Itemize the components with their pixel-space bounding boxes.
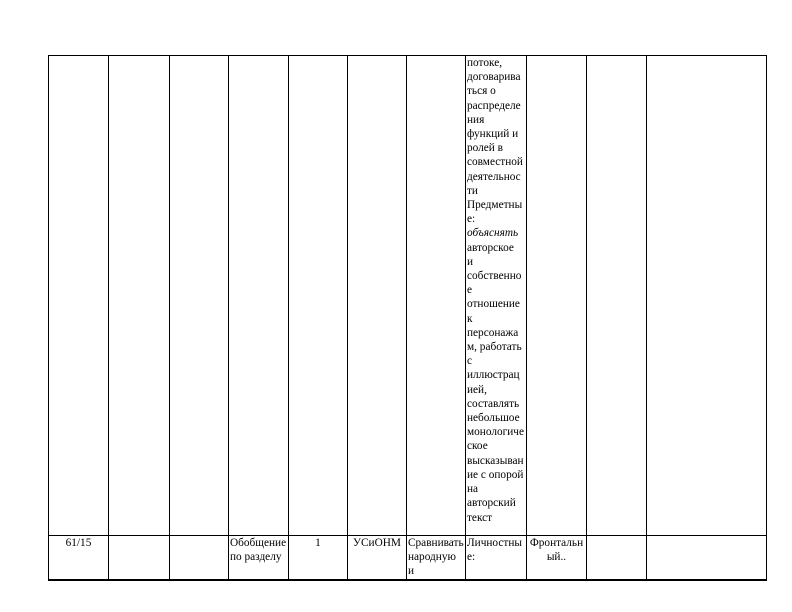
results-text-line: деятельнос	[467, 170, 521, 183]
results-text-line: ское	[467, 440, 488, 453]
results-text-line: небольшое	[467, 412, 520, 425]
results-text-line: на	[467, 483, 479, 496]
results-text-line: совместной	[467, 156, 523, 169]
results-text-line: отношение	[467, 298, 520, 311]
results-text-line: иллюстрац	[467, 369, 520, 382]
table-row: 61/15 Обобщение по разделу 1 УСиОНМ Срав…	[48, 534, 767, 581]
cell-form: Фронтальн ый..	[526, 534, 587, 581]
results-text-line: м, работать	[467, 341, 522, 354]
results-text-line: потоке,	[467, 57, 503, 69]
results-text-line: ться о	[467, 85, 496, 98]
results-text-line: текст	[467, 511, 493, 524]
cell-extra	[586, 534, 647, 581]
results-text-line: договарива	[467, 71, 521, 84]
cell-topic: Обобщение по разделу	[228, 534, 289, 581]
results-text-line: распределе	[467, 99, 521, 112]
cell-type	[347, 55, 407, 536]
cell-number	[48, 55, 109, 536]
cell-date-plan	[108, 534, 170, 581]
results-text-line: авторский	[467, 497, 516, 510]
results-text-line: и	[467, 255, 474, 268]
cell-activity: Сравнивать народную и	[406, 534, 466, 581]
cell-notes	[646, 55, 767, 536]
cell-date-fact	[169, 534, 229, 581]
results-text-line: е:	[467, 213, 476, 226]
cell-extra	[586, 55, 647, 536]
results-text-line: ией,	[467, 383, 487, 396]
results-text-line: авторское	[467, 241, 514, 254]
results-text-line: функций и	[467, 128, 519, 141]
cell-hours	[288, 55, 348, 536]
cell-topic	[228, 55, 289, 536]
cell-results: потоке, договарива ться о распределе ния функ…	[465, 55, 527, 536]
cell-date-fact	[169, 55, 229, 536]
cell-form	[526, 55, 587, 536]
cell-activity	[406, 55, 466, 536]
results-text-line: ния	[467, 113, 485, 126]
results-text-line: персонажа	[467, 326, 519, 339]
results-text-line: е	[467, 284, 473, 297]
results-text-line: ие с опорой	[467, 468, 524, 481]
results-text-line: ролей в	[467, 142, 504, 155]
cell-results: Личностны е:	[465, 534, 527, 581]
results-text-line: составлять	[467, 397, 520, 410]
cell-number: 61/15	[48, 534, 109, 581]
cell-type: УСиОНМ	[347, 534, 407, 581]
results-text-line: монологиче	[467, 426, 525, 439]
table-row: потоке, договарива ться о распределе ния функ…	[48, 55, 767, 536]
results-text-line: Предметны	[467, 199, 523, 212]
cell-hours: 1	[288, 534, 348, 581]
results-text-line: собственно	[467, 270, 522, 283]
results-text-line: к	[467, 312, 473, 325]
results-text-line: ти	[467, 184, 478, 197]
lesson-plan-table: потоке, договарива ться о распределе ния функ…	[48, 55, 767, 581]
results-text-line: с	[467, 355, 473, 368]
cell-notes	[646, 534, 767, 581]
results-text-line: высказыван	[467, 454, 524, 467]
results-text-line: объяснять	[467, 227, 519, 240]
cell-date-plan	[108, 55, 170, 536]
